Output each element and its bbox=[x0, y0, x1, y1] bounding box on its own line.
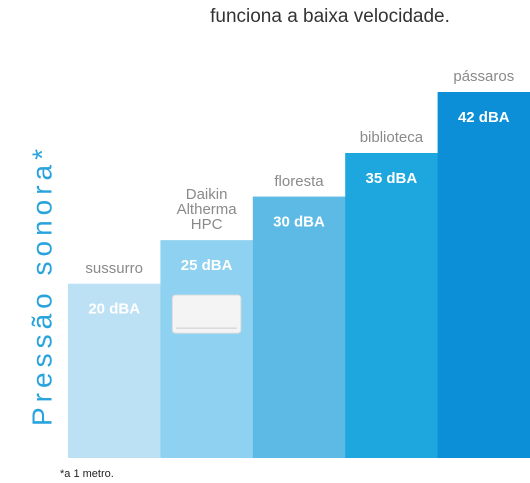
value-label: 42 dBA bbox=[458, 109, 510, 126]
chart-title: funciona a baixa velocidade. bbox=[210, 6, 450, 27]
value-label: 20 dBA bbox=[88, 301, 140, 318]
category-label: pássaros bbox=[444, 69, 524, 84]
category-label: sussurro bbox=[74, 261, 154, 276]
value-label: 30 dBA bbox=[273, 214, 325, 231]
y-axis-label: Pressão sonora* bbox=[26, 144, 57, 426]
category-label: floresta bbox=[259, 174, 339, 189]
chart: funciona a baixa velocidade. Pressão son… bbox=[0, 0, 530, 483]
bar bbox=[345, 153, 438, 458]
value-label: 25 dBA bbox=[181, 257, 233, 274]
bar bbox=[438, 92, 530, 458]
footnote: *a 1 metro. bbox=[60, 468, 114, 480]
unit-image bbox=[172, 295, 240, 333]
bar bbox=[253, 197, 346, 458]
value-label: 35 dBA bbox=[366, 170, 418, 187]
category-label: Daikin Altherma HPC bbox=[177, 187, 237, 232]
category-label: biblioteca bbox=[351, 130, 431, 145]
